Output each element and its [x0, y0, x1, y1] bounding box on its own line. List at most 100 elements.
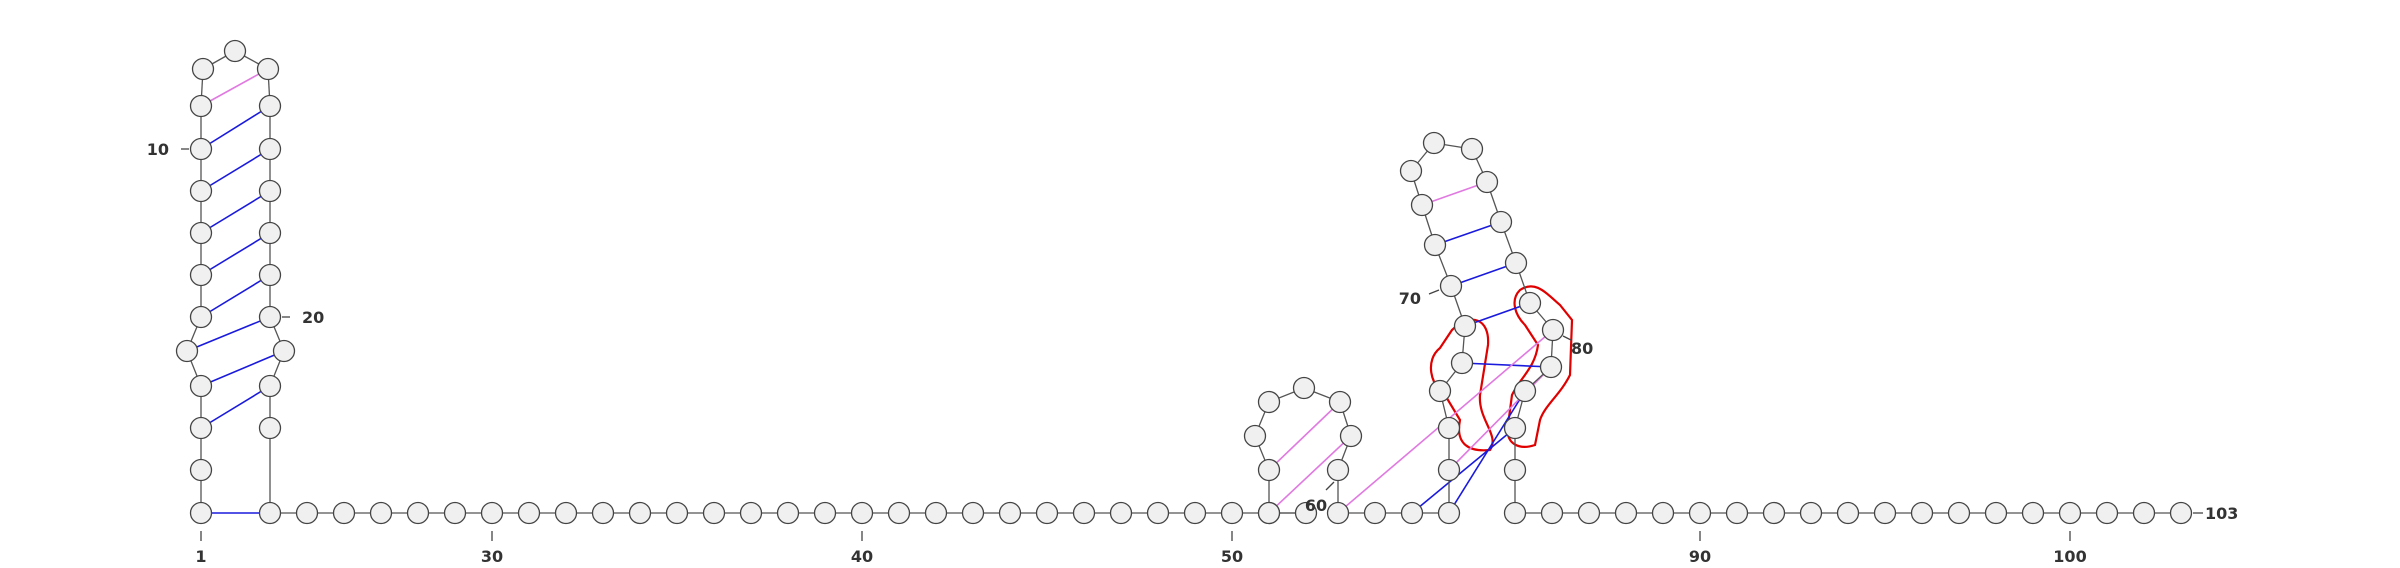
side-label-10: 10 — [147, 140, 169, 159]
nucleotide-87 — [1577, 501, 1601, 525]
nucleotide-48 — [1146, 501, 1170, 525]
nucleotide-81 — [1539, 355, 1563, 379]
nucleotide-14 — [256, 57, 280, 81]
base-pair-68-81 — [1461, 362, 1552, 368]
nucleotide-101 — [2095, 501, 2119, 525]
nucleotide-93 — [1799, 501, 1823, 525]
axis-tick-label-90: 90 — [1689, 547, 1711, 563]
side-tick-80 — [1562, 335, 1572, 341]
nucleotide-95 — [1873, 501, 1897, 525]
base-pair-63-83 — [1411, 427, 1516, 514]
nucleotide-53 — [1257, 501, 1281, 525]
nucleotide-18 — [258, 221, 282, 245]
nucleotide-60 — [1326, 458, 1350, 482]
nucleotide-52 — [1294, 501, 1318, 525]
base-pair-6-19 — [200, 274, 271, 318]
nucleotide-16 — [258, 137, 282, 161]
nucleotide-91 — [1725, 501, 1749, 525]
nucleotide-25 — [295, 501, 319, 525]
side-tick-70 — [1428, 289, 1440, 295]
side-label-60: 60 — [1305, 496, 1327, 515]
nucleotide-46 — [1072, 501, 1096, 525]
base-pair-8-17 — [200, 190, 271, 234]
nucleotide-56 — [1257, 390, 1281, 414]
base-pair-71-77 — [1434, 221, 1502, 246]
side-label-80: 80 — [1571, 339, 1593, 358]
nucleotide-58 — [1328, 390, 1352, 414]
nucleotide-99 — [2021, 501, 2045, 525]
nucleotide-20 — [258, 305, 282, 329]
nucleotide-2 — [189, 458, 213, 482]
side-tick-60 — [1325, 481, 1335, 491]
nucleotide-82 — [1513, 379, 1537, 403]
nucleotide-35 — [665, 501, 689, 525]
nucleotide-86 — [1540, 501, 1564, 525]
nucleotide-layer — [175, 39, 2193, 525]
base-pair-72-76 — [1421, 181, 1488, 206]
nucleotide-68 — [1450, 351, 1474, 375]
nucleotide-21 — [272, 339, 296, 363]
nucleotide-100 — [2058, 501, 2082, 525]
nucleotide-54 — [1257, 458, 1281, 482]
side-label-20: 20 — [302, 308, 324, 327]
nucleotide-42 — [924, 501, 948, 525]
nucleotide-76 — [1475, 170, 1499, 194]
nucleotide-75 — [1460, 137, 1484, 161]
nucleotide-8 — [189, 221, 213, 245]
nucleotide-49 — [1183, 501, 1207, 525]
end-label: 103 — [2205, 504, 2238, 523]
nucleotide-38 — [776, 501, 800, 525]
nucleotide-59 — [1339, 424, 1363, 448]
base-pair-64-82 — [1448, 390, 1526, 514]
nucleotide-40 — [850, 501, 874, 525]
nucleotide-44 — [998, 501, 1022, 525]
axis-tick-label-30: 30 — [481, 547, 503, 563]
nucleotide-13 — [223, 39, 247, 63]
nucleotide-12 — [191, 57, 215, 81]
nucleotide-29 — [443, 501, 467, 525]
nucleotide-28 — [406, 501, 430, 525]
nucleotide-92 — [1762, 501, 1786, 525]
nucleotide-9 — [189, 179, 213, 203]
base-pair-70-78 — [1450, 262, 1517, 287]
nucleotide-69 — [1453, 314, 1477, 338]
nucleotide-33 — [591, 501, 615, 525]
nucleotide-6 — [189, 305, 213, 329]
nucleotide-15 — [258, 94, 282, 118]
nucleotide-32 — [554, 501, 578, 525]
nucleotide-45 — [1035, 501, 1059, 525]
nucleotide-30 — [480, 501, 504, 525]
nucleotide-96 — [1910, 501, 1934, 525]
nucleotide-7 — [189, 263, 213, 287]
nucleotide-80 — [1541, 318, 1565, 342]
nucleotide-78 — [1504, 251, 1528, 275]
base-pair-7-18 — [200, 232, 271, 276]
nucleotide-71 — [1423, 233, 1447, 257]
label-layer: 1 30 40 50 90 100 10 20 60 70 80 103 — [147, 140, 2239, 566]
nucleotide-85 — [1503, 501, 1527, 525]
base-pair-3-22 — [200, 385, 271, 429]
nucleotide-66 — [1437, 416, 1461, 440]
base-pair-53-59 — [1268, 435, 1352, 514]
base-pair-69-79 — [1464, 302, 1531, 327]
nucleotide-103 — [2169, 501, 2193, 525]
nucleotide-102 — [2132, 501, 2156, 525]
axis-tick-label-100: 100 — [2053, 547, 2086, 563]
nucleotide-98 — [1984, 501, 2008, 525]
nucleotide-11 — [189, 94, 213, 118]
nucleotide-41 — [887, 501, 911, 525]
nucleotide-74 — [1422, 131, 1446, 155]
nucleotide-64 — [1437, 501, 1461, 525]
nucleotide-47 — [1109, 501, 1133, 525]
nucleotide-37 — [739, 501, 763, 525]
base-pair-4-21 — [200, 350, 285, 387]
axis-tick-label-50: 50 — [1221, 547, 1243, 563]
nucleotide-70 — [1439, 274, 1463, 298]
base-pair-5-20 — [186, 316, 271, 352]
nucleotide-34 — [628, 501, 652, 525]
backbone-layer — [186, 50, 2181, 514]
nucleotide-24 — [258, 501, 282, 525]
nucleotide-63 — [1400, 501, 1424, 525]
nucleotide-83 — [1503, 416, 1527, 440]
